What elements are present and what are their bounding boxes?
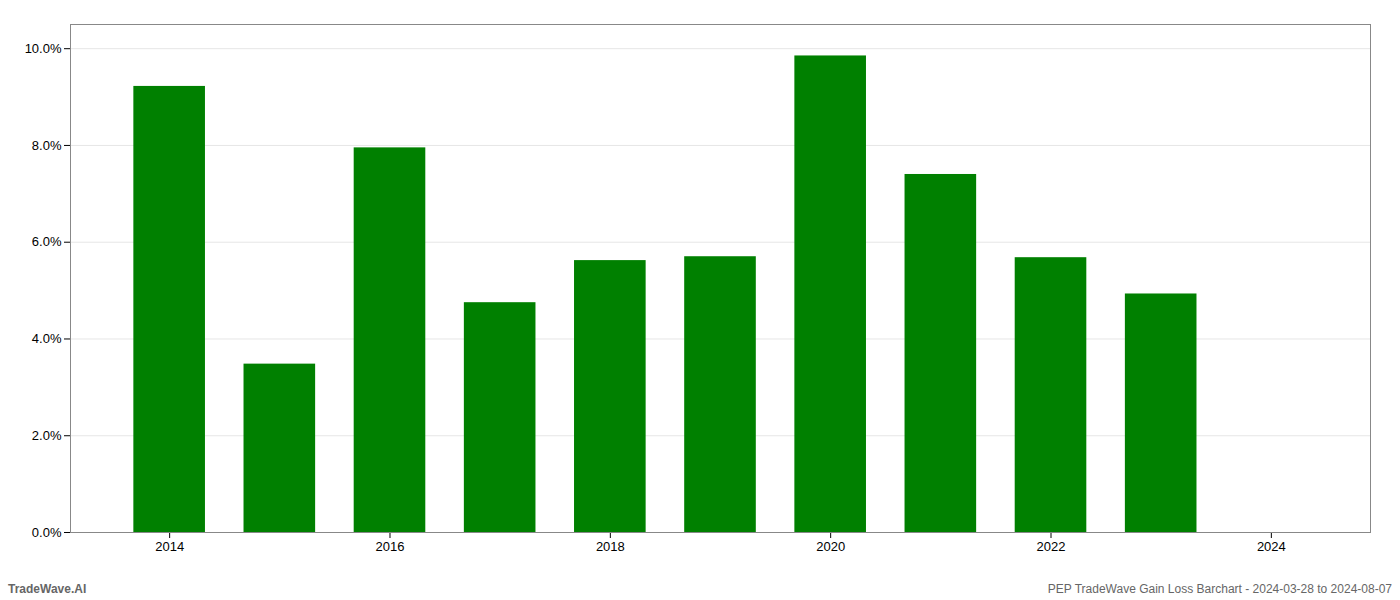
svg-text:2024: 2024 — [1257, 539, 1286, 554]
svg-text:10.0%: 10.0% — [25, 41, 62, 56]
html-text:PEP TradeWave Gain Loss Barcha: PEP TradeWave Gain Loss Barchart - 2024-… — [1047, 582, 1392, 596]
svg-text:8.0%: 8.0% — [32, 138, 62, 153]
svg-text:2018: 2018 — [596, 539, 625, 554]
html-text:TradeWave.AI: TradeWave.AI — [8, 582, 87, 596]
svg-text:6.0%: 6.0% — [32, 234, 62, 249]
svg-text:4.0%: 4.0% — [32, 331, 62, 346]
svg-text:2.0%: 2.0% — [32, 428, 62, 443]
svg-text:0.0%: 0.0% — [32, 525, 62, 540]
svg-text:2016: 2016 — [376, 539, 405, 554]
svg-text:2020: 2020 — [816, 539, 845, 554]
svg-text:2022: 2022 — [1037, 539, 1066, 554]
svg-text:2014: 2014 — [155, 539, 184, 554]
